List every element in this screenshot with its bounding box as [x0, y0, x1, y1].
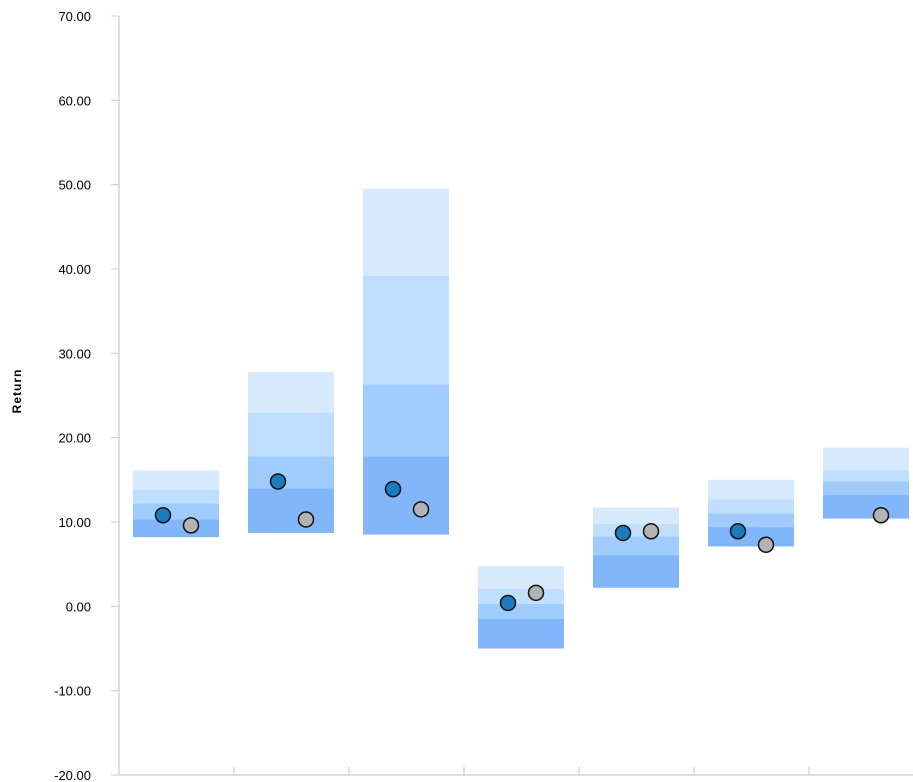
range-band — [133, 503, 219, 520]
range-band — [478, 603, 564, 619]
series-2-point — [182, 517, 200, 534]
series-2-point — [757, 536, 775, 554]
range-band — [248, 412, 334, 457]
range-band — [248, 371, 334, 413]
range-bar-group — [708, 479, 794, 547]
range-band — [133, 519, 219, 538]
series-2-point — [872, 507, 890, 524]
range-band — [478, 588, 564, 604]
range-band — [363, 456, 449, 535]
range-band — [248, 488, 334, 533]
range-band — [363, 384, 449, 457]
y-tick-label: 40.00 — [58, 262, 91, 277]
range-band — [593, 554, 679, 588]
range-bar-group — [593, 507, 679, 588]
range-band — [363, 275, 449, 385]
range-bar-group — [478, 565, 564, 649]
range-band — [708, 513, 794, 528]
range-bar-group — [248, 371, 334, 533]
y-tick-label: 20.00 — [58, 431, 91, 446]
range-bars — [133, 188, 909, 649]
range-band — [823, 447, 909, 470]
series-1-point — [384, 480, 402, 498]
y-tick-label: -10.00 — [54, 684, 91, 699]
series-1-point — [154, 507, 172, 524]
range-band — [708, 499, 794, 514]
y-axis-title: Return — [10, 369, 24, 414]
range-band — [478, 565, 564, 589]
range-bar-group — [823, 447, 909, 519]
y-tick-label: 0.00 — [66, 599, 91, 614]
series-2-point — [297, 511, 315, 528]
range-band — [593, 536, 679, 555]
range-band — [478, 618, 564, 649]
series-1-point — [499, 594, 517, 612]
y-tick-label: 50.00 — [58, 178, 91, 193]
series-1-point — [269, 473, 287, 490]
y-tick-label: -20.00 — [54, 768, 91, 782]
range-band — [823, 495, 909, 519]
range-band — [593, 507, 679, 524]
range-band — [823, 481, 909, 496]
y-tick-label: 70.00 — [58, 9, 91, 24]
axes — [118, 16, 913, 776]
y-tick-label: 10.00 — [58, 515, 91, 530]
range-band — [593, 523, 679, 537]
series-1-point — [729, 523, 747, 540]
data-points — [154, 473, 890, 612]
y-axis-tick-labels: 70.00 60.00 50.00 40.00 30.00 20.00 10.00 0.00 -… — [54, 9, 91, 782]
range-band — [133, 470, 219, 490]
range-band — [248, 456, 334, 489]
range-bar-group — [133, 470, 219, 538]
range-band — [363, 188, 449, 276]
y-tick-label: 30.00 — [58, 346, 91, 361]
range-band — [823, 469, 909, 482]
series-2-point — [527, 584, 545, 602]
range-bar-group — [363, 188, 449, 535]
series-2-point — [412, 501, 430, 518]
range-band — [133, 489, 219, 504]
y-tick-label: 60.00 — [58, 93, 91, 108]
series-2-point — [642, 523, 660, 540]
range-band — [708, 527, 794, 547]
y-axis-ticks — [111, 15, 119, 776]
range-band — [708, 479, 794, 500]
series-1-point — [614, 524, 632, 542]
